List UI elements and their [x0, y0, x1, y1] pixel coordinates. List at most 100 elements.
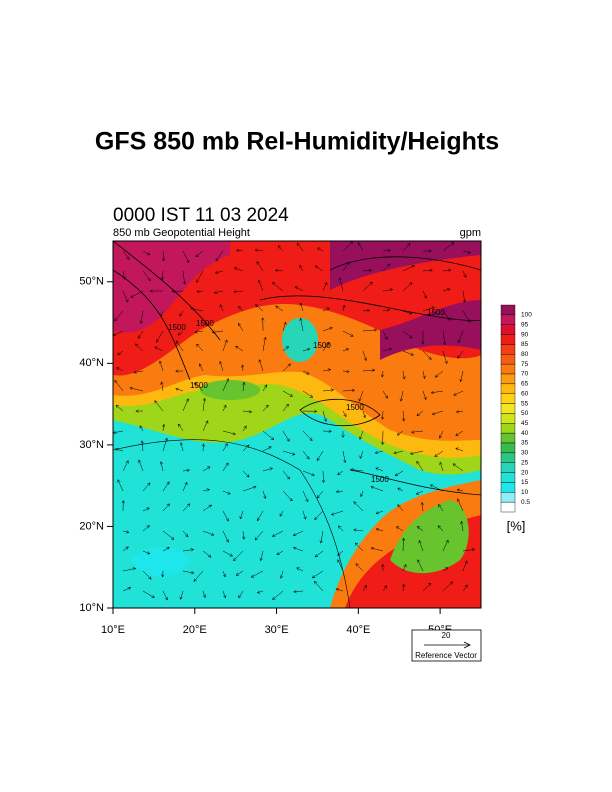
wind-head — [407, 242, 411, 247]
wind-head — [409, 282, 413, 286]
wind-head — [210, 532, 215, 536]
wind-shaft — [422, 269, 433, 272]
wind-shaft — [156, 330, 164, 343]
wind-head — [161, 258, 166, 262]
wind-shaft — [160, 310, 164, 317]
wind-shaft — [402, 564, 407, 572]
wind-shaft — [452, 463, 464, 472]
colorbar-label: 40 — [521, 430, 529, 437]
wind-shaft — [458, 330, 464, 343]
wind-head — [154, 346, 158, 350]
wind-head — [129, 386, 133, 390]
wind-shaft — [422, 370, 425, 379]
wind-head — [366, 308, 371, 313]
colorbar-box — [500, 403, 516, 414]
wind-head — [121, 499, 125, 504]
wind-head — [296, 567, 300, 571]
reference-vector: 20 Reference Vector — [411, 629, 482, 662]
wind-head — [196, 289, 200, 293]
wind-shaft — [122, 290, 129, 303]
wind-shaft — [422, 350, 432, 360]
wind-shaft — [370, 486, 384, 492]
wind-shaft — [457, 350, 464, 359]
wind-head — [225, 377, 230, 382]
wind-head — [227, 491, 231, 495]
wind-head — [147, 277, 151, 282]
lon-tick-label: 30°E — [265, 624, 289, 636]
wind-shaft — [202, 398, 206, 412]
wind-shaft — [182, 570, 194, 574]
wind-head — [455, 447, 459, 451]
wind-shaft — [280, 570, 284, 579]
wind-head — [254, 248, 259, 252]
colorbar-label: 30 — [521, 450, 529, 457]
wind-head — [166, 503, 170, 507]
wind-head — [148, 576, 152, 580]
wind-shaft — [382, 390, 388, 399]
wind-shaft — [462, 549, 475, 552]
wind-head — [115, 404, 120, 409]
wind-head — [353, 528, 357, 532]
wind-head — [337, 472, 341, 476]
wind-shaft — [117, 479, 124, 492]
wind-shaft — [293, 547, 304, 552]
wind-shaft — [393, 450, 404, 454]
wind-head — [396, 432, 401, 436]
wind-head — [381, 441, 385, 446]
wind-shaft — [402, 330, 413, 339]
wind-shaft — [302, 510, 306, 520]
wind-head — [374, 450, 379, 454]
wind-shaft — [182, 482, 188, 492]
wind-head — [202, 397, 207, 402]
wind-head — [242, 381, 246, 386]
wind-shaft — [371, 547, 384, 552]
wind-head — [135, 409, 139, 413]
contour-label: 1500 — [313, 341, 331, 350]
wind-head — [321, 479, 326, 484]
wind-shaft — [353, 529, 364, 532]
wind-head — [338, 277, 342, 281]
wind-shaft — [376, 528, 384, 532]
wind-head — [337, 552, 341, 556]
colorbar-box — [500, 423, 516, 434]
wind-shaft — [362, 350, 367, 361]
wind-head — [387, 248, 392, 253]
wind-shaft — [256, 261, 264, 272]
wind-head — [179, 313, 183, 317]
wind-shaft — [251, 570, 264, 578]
wind-shaft — [422, 390, 427, 400]
wind-head — [285, 403, 289, 408]
wind-shaft — [194, 330, 204, 333]
wind-head — [171, 289, 175, 293]
wind-head — [460, 520, 464, 525]
wind-head — [286, 476, 290, 480]
wind-shaft — [272, 590, 284, 600]
wind-shaft — [442, 350, 448, 364]
wind-head — [299, 302, 303, 307]
wind-head — [371, 368, 376, 372]
wind-head — [457, 498, 461, 502]
wind-head — [338, 525, 342, 529]
wind-head — [314, 516, 318, 521]
wind-head — [127, 587, 132, 591]
wind-head — [179, 596, 183, 600]
wind-shaft — [302, 430, 313, 441]
wind-shaft — [272, 282, 284, 292]
wind-head — [410, 430, 415, 434]
wind-shaft — [182, 250, 190, 263]
wind-head — [292, 532, 297, 536]
wind-shaft — [254, 530, 264, 541]
wind-head — [175, 369, 179, 373]
wind-shaft — [255, 304, 264, 312]
wind-head — [335, 588, 340, 592]
reference-magnitude: 20 — [442, 631, 451, 640]
wind-head — [313, 580, 318, 585]
wind-shaft — [238, 306, 244, 312]
wind-shaft — [142, 507, 150, 512]
colorbar-label: 15 — [521, 479, 529, 486]
wind-shaft — [362, 269, 372, 272]
wind-shaft — [299, 265, 304, 272]
wind-shaft — [397, 430, 404, 436]
wind-shaft — [312, 570, 324, 579]
wind-head — [342, 304, 346, 309]
